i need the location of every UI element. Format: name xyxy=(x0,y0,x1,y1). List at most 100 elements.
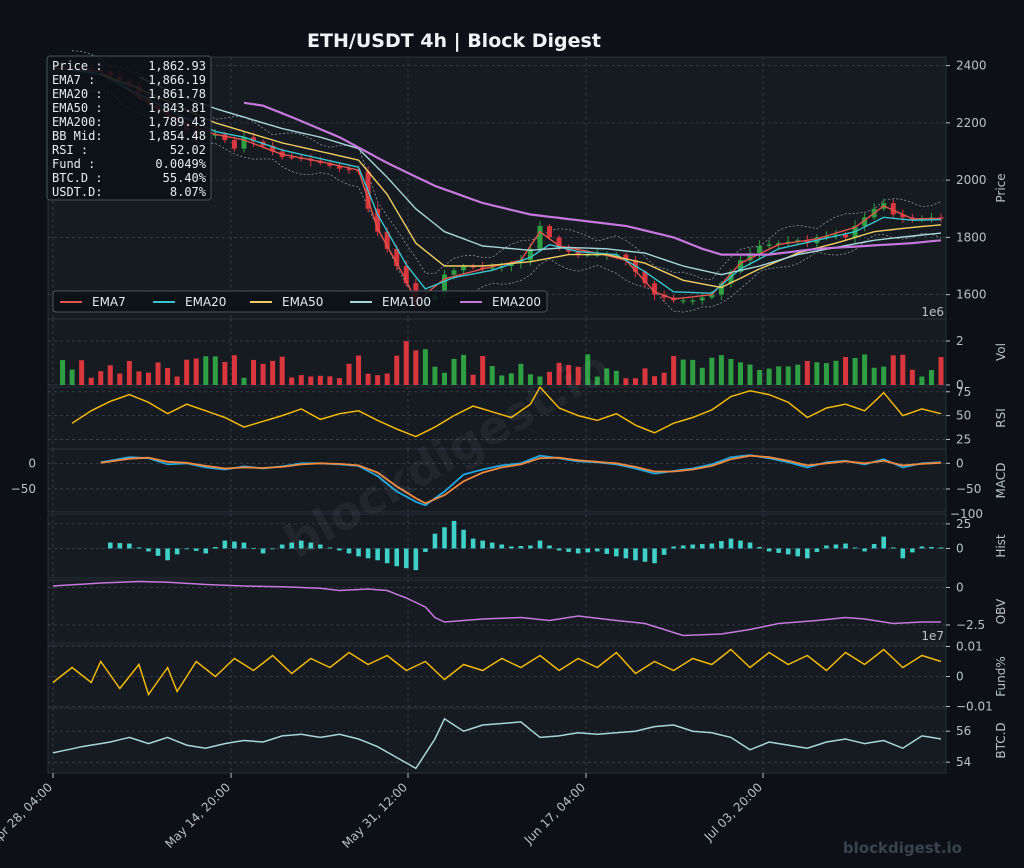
series-line-funding xyxy=(52,648,942,697)
candle-body xyxy=(461,266,467,271)
volume-bar xyxy=(537,376,543,385)
hist-bar xyxy=(910,548,915,553)
volume-bar xyxy=(88,377,94,385)
hist-bar xyxy=(566,548,571,552)
info-label-6: RSI : xyxy=(52,143,88,157)
panels-group: 1600 1800 2000 2200 2400 Price 1e6 0 2 Vol 25 50 75 R… xyxy=(11,50,1008,774)
hist-bar xyxy=(279,544,285,549)
volume-bar xyxy=(575,366,581,385)
candle-body xyxy=(346,168,352,171)
volume-bar xyxy=(222,361,228,385)
panel-hist-bg xyxy=(47,513,947,579)
hist-bar xyxy=(356,548,361,557)
volume-bar xyxy=(422,349,428,385)
hist-bar xyxy=(403,548,409,569)
info-box-frame xyxy=(46,55,212,201)
volume-bar xyxy=(336,378,342,385)
hist-bar xyxy=(213,546,218,549)
hist-bar xyxy=(203,548,209,554)
info-value-3: 1,843.81 xyxy=(148,101,206,115)
series-line-ema200 xyxy=(243,101,942,256)
ytick-label-obv-1: 0 xyxy=(956,581,964,595)
candle-body xyxy=(527,248,533,261)
panel-macd-bg xyxy=(47,448,947,513)
hist-bar xyxy=(384,548,390,564)
series-line-obv xyxy=(52,580,941,637)
candle-body xyxy=(795,240,801,242)
info-value-2: 1,861.78 xyxy=(148,87,206,101)
legend-label-ema100: EMA100 xyxy=(382,295,431,309)
info-value-8: 55.40% xyxy=(163,171,207,185)
volume-bar xyxy=(136,371,142,385)
ytick-label-macd-1: 0 xyxy=(956,456,964,470)
volume-bar xyxy=(843,356,849,385)
volume-bar xyxy=(155,362,161,385)
hist-bar xyxy=(509,546,514,549)
hist-bar xyxy=(852,547,858,549)
volume-bar xyxy=(203,356,209,385)
volume-bar xyxy=(737,362,743,385)
legend-label-ema50: EMA50 xyxy=(282,295,323,309)
candle-body xyxy=(757,245,763,254)
ytick-label-volume-0: 0 xyxy=(956,378,964,392)
info-value-0: 1,862.93 xyxy=(148,59,206,73)
ytick-label-funding-2: 0.01 xyxy=(956,640,983,654)
hist-bar xyxy=(480,540,485,549)
xtick-label-4: Jul 03, 20:00 xyxy=(701,780,765,844)
hist-bar xyxy=(642,548,648,562)
ytick-label-btcd-1: 56 xyxy=(956,724,971,738)
hist-bar xyxy=(308,542,314,549)
hist-bar xyxy=(174,548,180,555)
panel-volume: 0 2 Vol xyxy=(47,318,1008,392)
volume-bar xyxy=(671,356,677,385)
hist-bar xyxy=(919,546,925,549)
candle-body xyxy=(547,225,553,238)
hist-bar xyxy=(184,548,189,550)
volume-bar xyxy=(317,375,323,385)
footer-brand: blockdigest.io xyxy=(843,839,962,857)
volume-bar xyxy=(871,367,877,385)
panel-volume-bg xyxy=(47,318,947,386)
ytick-label-obv-0: −2.5 xyxy=(956,618,985,632)
hist-bar xyxy=(680,545,686,549)
volume-bar xyxy=(900,354,906,385)
ylabel-rsi: RSI xyxy=(994,408,1008,428)
hist-bar xyxy=(824,545,829,549)
ytick-label-rsi-1: 50 xyxy=(956,409,971,423)
volume-bar xyxy=(757,369,763,385)
offset-label-obv: 1e7 xyxy=(921,629,944,643)
legend-label-ema7: EMA7 xyxy=(92,295,126,309)
volume-bar xyxy=(613,370,619,385)
hist-bar xyxy=(260,548,266,554)
hist-bar xyxy=(652,548,657,564)
volume-bar xyxy=(289,377,295,385)
hist-bar xyxy=(117,543,123,549)
candle-body xyxy=(384,231,390,249)
hist-bar xyxy=(394,548,400,567)
hist-bar xyxy=(461,529,466,549)
volume-bar xyxy=(766,368,772,385)
ytick-label-price-4: 2400 xyxy=(956,59,987,73)
volume-bar xyxy=(432,366,438,385)
volume-bar xyxy=(642,368,648,385)
hist-bar xyxy=(146,548,151,552)
volume-bar xyxy=(556,362,562,385)
volume-bar xyxy=(260,363,266,385)
hist-bar xyxy=(719,541,724,549)
bollinger-upper xyxy=(72,50,942,281)
info-label-2: EMA20 : xyxy=(52,87,103,101)
info-value-5: 1,854.48 xyxy=(148,129,206,143)
hist-bar xyxy=(222,540,228,549)
panel-macd: −50 0 −50 0 MACD xyxy=(11,448,1008,513)
hist-bar xyxy=(127,543,132,549)
hist-bar xyxy=(537,540,543,549)
ytick-label-funding-0: −0.01 xyxy=(956,700,993,714)
info-label-9: USDT.D: xyxy=(52,185,103,199)
panel-btcd-bg xyxy=(47,707,947,774)
volume-bar xyxy=(680,359,686,385)
volume-bar xyxy=(623,378,629,385)
ytick-label-rsi-2: 75 xyxy=(956,385,971,399)
hist-bar xyxy=(871,544,877,549)
volume-bar xyxy=(862,354,868,385)
candle-body xyxy=(747,253,753,261)
